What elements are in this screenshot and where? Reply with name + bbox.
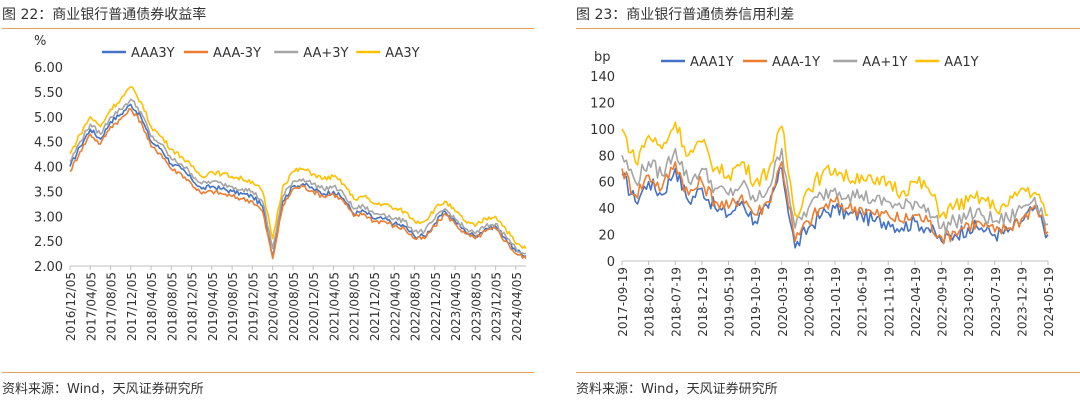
x-tick-label: 2017/04/05 (84, 272, 98, 341)
y-tick-label: 2.50 (34, 235, 63, 250)
x-tick-label: 2021-06-19 (856, 267, 870, 337)
x-tick-label: 2020-08-19 (802, 267, 816, 337)
y-tick-label: 6.00 (34, 61, 63, 76)
x-tick-label: 2017/08/05 (105, 272, 119, 341)
series-line-aa3y (69, 86, 527, 250)
x-tick-label: 2019/08/05 (226, 272, 240, 341)
x-tick-label: 2023-02-19 (962, 267, 976, 337)
x-tick-label: 2021-01-19 (829, 267, 843, 337)
y-tick-label: 40 (598, 202, 615, 217)
x-tick-label: 2021/08/05 (348, 272, 362, 341)
x-tick-label: 2023/04/05 (449, 272, 463, 341)
series-line-aa-3y (69, 98, 526, 255)
y-tick-label: 120 (590, 96, 615, 111)
x-tick-label: 2020/04/05 (267, 272, 281, 341)
legend-label: AA1Y (944, 55, 978, 70)
y-tick-label: 5.50 (34, 86, 63, 101)
x-tick-label: 2022-09-19 (936, 267, 950, 337)
series-line-aaa1y (621, 166, 1049, 249)
series-line-aa-1y (621, 147, 1049, 235)
y-tick-label: 5.00 (34, 111, 63, 126)
title-divider (576, 28, 1080, 29)
y-tick-label: 80 (598, 149, 615, 164)
series-line-aaa-1y (621, 161, 1049, 245)
x-tick-label: 2021/04/05 (327, 272, 341, 341)
x-tick-label: 2022/08/05 (409, 272, 423, 341)
x-tick-label: 2020-03-19 (776, 267, 790, 337)
legend-label: AAA1Y (690, 55, 734, 70)
x-tick-label: 2022-04-19 (909, 267, 923, 337)
y-tick-label: 3.00 (34, 210, 63, 225)
x-tick-label: 2020/08/05 (287, 272, 301, 341)
y-tick-label: 0 (607, 255, 615, 270)
x-tick-label: 2017-09-19 (616, 267, 630, 337)
legend-label: AAA-1Y (772, 55, 820, 70)
x-tick-label: 2022/04/05 (388, 272, 402, 341)
x-tick-label: 2018-02-19 (643, 267, 657, 337)
legend-label: AA3Y (385, 46, 419, 61)
x-tick-label: 2023-12-19 (1015, 267, 1029, 337)
x-tick-label: 2019/04/05 (206, 272, 220, 341)
y-tick-label: 4.50 (34, 136, 63, 151)
source-note: 资料来源：Wind，天风证券研究所 (576, 382, 778, 397)
legend-label: AA+1Y (862, 55, 907, 70)
legend-label: AA+3Y (303, 46, 348, 61)
series-line-aa1y (621, 121, 1049, 220)
source-divider (2, 372, 534, 373)
x-tick-label: 2024-05-19 (1042, 267, 1056, 337)
x-tick-label: 2016/12/05 (64, 272, 78, 341)
y-tick-label: 4.00 (34, 161, 63, 176)
figure-title: 图 22：商业银行普通债券收益率 (2, 7, 207, 23)
legend-label: AAA3Y (131, 46, 175, 61)
source-divider (576, 372, 1080, 373)
x-tick-label: 2018-12-19 (696, 267, 710, 337)
x-tick-label: 2018-07-19 (669, 267, 683, 337)
y-tick-label: 2.00 (34, 260, 63, 275)
legend-label: AAA-3Y (213, 46, 261, 61)
title-divider (2, 28, 534, 29)
figure-title: 图 23：商业银行普通债券信用利差 (576, 7, 795, 23)
y-tick-label: 3.50 (34, 185, 63, 200)
figure-23: 图 23：商业银行普通债券信用利差 bp 140 120 100 80 60 40 20 0 20… (576, 0, 1080, 405)
x-tick-label: 2021-11-19 (882, 267, 896, 337)
x-tick-label: 2019-05-19 (723, 267, 737, 337)
x-tick-label: 2018/08/05 (165, 272, 179, 341)
x-tick-label: 2022/12/05 (429, 272, 443, 341)
y-tick-label: 20 (598, 229, 615, 244)
x-tick-label: 2023/12/05 (490, 272, 504, 341)
figure-22: 图 22：商业银行普通债券收益率 % 6.00 5.50 5.00 4.50 4.00 3.… (2, 0, 534, 405)
y-tick-label: 140 (590, 70, 615, 85)
x-tick-label: 2023-07-19 (989, 267, 1003, 337)
x-tick-label: 2019/12/05 (246, 272, 260, 341)
x-tick-label: 2018/04/05 (145, 272, 159, 341)
x-tick-label: 2020/12/05 (307, 272, 321, 341)
x-tick-label: 2024/04/05 (510, 272, 524, 341)
y-tick-label: 60 (598, 176, 615, 191)
x-tick-label: 2023/08/05 (469, 272, 483, 341)
x-tick-label: 2017/12/05 (125, 272, 139, 341)
x-tick-label: 2021/12/05 (368, 272, 382, 341)
source-note: 资料来源：Wind，天风证券研究所 (2, 382, 204, 397)
y-unit-label: % (34, 34, 46, 49)
yield-line-chart: %6.005.505.004.504.003.503.002.502.00201… (34, 34, 527, 341)
x-tick-label: 2018/12/05 (186, 272, 200, 341)
y-tick-label: 100 (590, 123, 615, 138)
series-line-aaa-3y (69, 107, 527, 260)
x-tick-label: 2019-10-19 (749, 267, 763, 337)
y-unit-label: bp (594, 50, 611, 65)
